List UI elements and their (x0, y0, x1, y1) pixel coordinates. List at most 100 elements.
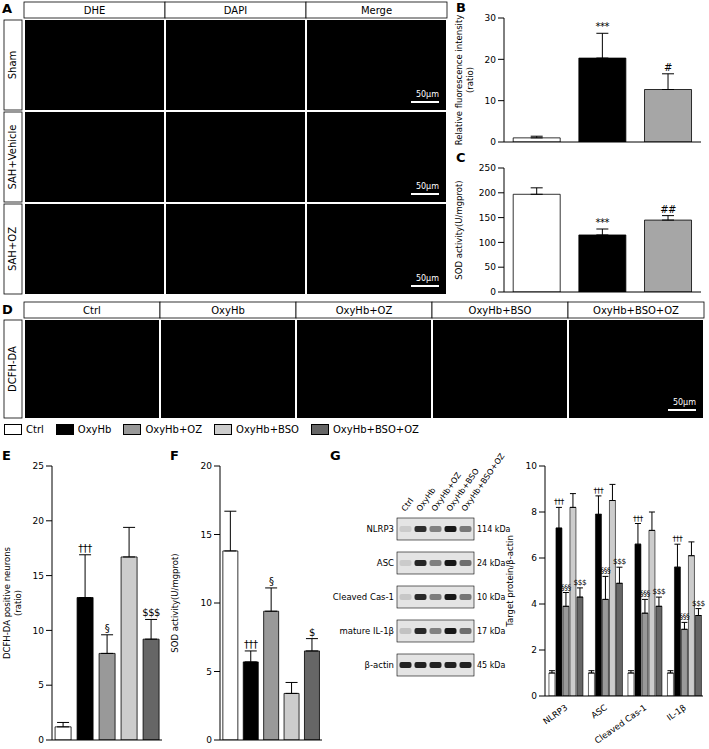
svg-text:§§§: §§§ (640, 589, 651, 598)
svg-text:50: 50 (485, 262, 497, 272)
svg-text:IL-1β: IL-1β (665, 702, 688, 722)
svg-text:SOD activity(U/mgprot): SOD activity(U/mgprot) (170, 553, 180, 652)
svg-text:10: 10 (485, 96, 497, 106)
html-text:B: B (456, 0, 466, 15)
svg-text:25: 25 (33, 461, 44, 471)
svg-text:$$$: $$$ (613, 557, 627, 566)
svg-text:6: 6 (531, 553, 537, 563)
svg-text:β-actin: β-actin (365, 660, 394, 670)
html-text:OxyHb+BSO+OZ: OxyHb+BSO+OZ (332, 424, 419, 435)
svg-text:ASC: ASC (589, 702, 609, 720)
html-text:OxyHb: OxyHb (77, 424, 112, 435)
svg-text:ASC: ASC (377, 558, 394, 568)
svg-text:8: 8 (531, 507, 537, 517)
svg-text:†††: ††† (594, 486, 605, 495)
svg-text:0: 0 (531, 691, 537, 701)
svg-text:$$$: $$$ (692, 599, 706, 608)
svg-text:Sham: Sham (7, 51, 18, 80)
svg-text:†††: ††† (633, 514, 644, 523)
svg-text:0: 0 (490, 137, 496, 147)
svg-text:OxyHb+OZ: OxyHb+OZ (336, 305, 393, 316)
svg-text:SOD activity(U/mgprot): SOD activity(U/mgprot) (454, 180, 464, 279)
svg-text:10: 10 (201, 598, 213, 608)
svg-text:114 kDa: 114 kDa (477, 525, 511, 534)
svg-text:OxyHb+BSO: OxyHb+BSO (469, 305, 532, 316)
svg-text:†††: ††† (673, 534, 684, 543)
svg-text:17 kDa: 17 kDa (477, 627, 506, 636)
svg-text:50μm: 50μm (673, 398, 696, 407)
svg-text:§§§: §§§ (561, 583, 572, 592)
svg-text:50μm: 50μm (416, 90, 439, 99)
html-text:C: C (456, 150, 466, 165)
svg-text:D: D (2, 302, 13, 317)
svg-text:§: § (269, 576, 274, 587)
html-text:Ctrl: Ctrl (26, 424, 44, 435)
svg-text:$: $ (309, 627, 315, 638)
svg-text:DCFH-DA: DCFH-DA (7, 346, 18, 392)
svg-text:DHE: DHE (84, 5, 106, 16)
svg-text:§§§: §§§ (601, 566, 612, 575)
svg-text:§§§: §§§ (680, 612, 691, 621)
svg-text:SAH+OZ: SAH+OZ (7, 227, 18, 271)
svg-text:10 kDa: 10 kDa (477, 593, 506, 602)
svg-text:0: 0 (490, 287, 496, 297)
svg-text:150: 150 (479, 213, 496, 223)
svg-text:10: 10 (33, 626, 45, 636)
svg-text:†††: ††† (244, 639, 258, 650)
svg-text:10: 10 (526, 461, 538, 471)
svg-text:Cleaved Cas-1: Cleaved Cas-1 (333, 592, 394, 602)
svg-text:$$$: $$$ (653, 587, 667, 596)
svg-text:#: # (664, 62, 672, 73)
svg-text:30: 30 (485, 13, 497, 23)
svg-text:G: G (330, 448, 341, 463)
svg-text:E: E (2, 448, 11, 463)
svg-text:0: 0 (38, 735, 44, 745)
svg-text:A: A (2, 1, 12, 16)
svg-text:20: 20 (485, 55, 497, 65)
svg-text:5: 5 (38, 680, 44, 690)
svg-text:OxyHb+BSO+OZ: OxyHb+BSO+OZ (460, 451, 507, 513)
html-text:OxyHb+OZ: OxyHb+OZ (145, 424, 203, 435)
svg-text:45 kDa: 45 kDa (477, 661, 506, 670)
svg-text:15: 15 (201, 530, 212, 540)
svg-text:OxyHb: OxyHb (414, 486, 438, 514)
svg-text:†††: ††† (554, 497, 565, 506)
svg-text:OxyHb+BSO+OZ: OxyHb+BSO+OZ (593, 305, 679, 316)
svg-text:Ctrl: Ctrl (400, 496, 416, 513)
svg-text:§: § (105, 623, 110, 634)
svg-text:$$$: $$$ (574, 578, 588, 587)
svg-text:Merge: Merge (361, 5, 392, 16)
svg-text:†††: ††† (78, 543, 92, 554)
svg-text:Ctrl: Ctrl (83, 305, 101, 316)
svg-text:24 kDa: 24 kDa (477, 559, 506, 568)
svg-text:$$$: $$$ (142, 607, 160, 618)
svg-text:Cleaved Cas-1: Cleaved Cas-1 (593, 702, 649, 745)
svg-text:15: 15 (33, 571, 44, 581)
svg-text:200: 200 (479, 188, 496, 198)
svg-text:100: 100 (479, 238, 496, 248)
svg-text:2: 2 (531, 645, 537, 655)
svg-text:20: 20 (201, 461, 213, 471)
svg-text:***: *** (596, 21, 610, 32)
svg-text:0: 0 (206, 735, 212, 745)
html-text:OxyHb+BSO: OxyHb+BSO (236, 424, 299, 435)
svg-text:OxyHb: OxyHb (211, 305, 245, 316)
svg-text:50μm: 50μm (416, 274, 439, 283)
svg-text:OxyHb+OZ: OxyHb+OZ (429, 470, 464, 514)
svg-text:***: *** (596, 217, 610, 228)
svg-text:DAPI: DAPI (224, 5, 247, 16)
svg-text:DCFH-DA positive neurons(ratio: DCFH-DA positive neurons(ratio) (2, 546, 23, 659)
svg-text:NLRP3: NLRP3 (541, 702, 569, 726)
svg-text:##: ## (660, 204, 676, 215)
svg-text:mature IL-1β: mature IL-1β (340, 626, 394, 636)
svg-text:4: 4 (531, 599, 537, 609)
svg-text:5: 5 (206, 667, 212, 677)
svg-text:SAH+Vehicle: SAH+Vehicle (7, 124, 18, 189)
svg-text:Target protein/β-actin: Target protein/β-actin (505, 535, 515, 628)
svg-text:Relative fluorescence intensit: Relative fluorescence intensity(ratio) (454, 15, 475, 146)
svg-text:50μm: 50μm (416, 182, 439, 191)
svg-text:F: F (170, 448, 179, 463)
svg-text:20: 20 (33, 516, 45, 526)
svg-text:NLRP3: NLRP3 (366, 524, 394, 534)
svg-text:250: 250 (479, 163, 496, 173)
